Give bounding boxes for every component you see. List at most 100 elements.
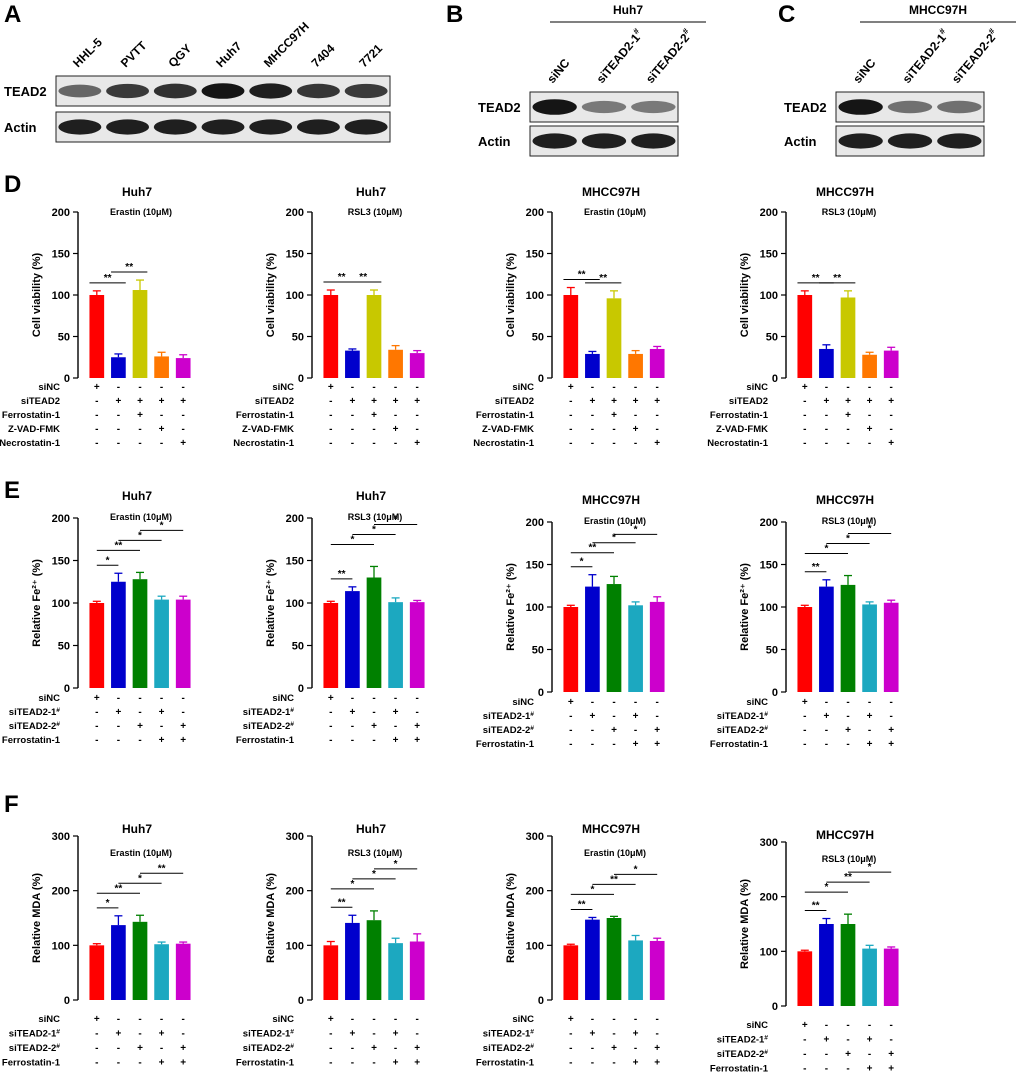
condition-sign: +: [654, 739, 660, 750]
condition-label: Ferrostatin-1: [476, 410, 535, 421]
condition-sign: -: [846, 1020, 849, 1031]
condition-sign: -: [351, 438, 354, 449]
condition-sign: -: [634, 697, 637, 708]
significance-label: *: [106, 898, 110, 909]
blot-band: [581, 133, 627, 149]
condition-sign: -: [117, 1014, 120, 1025]
bar: [840, 924, 856, 1006]
condition-sign: +: [94, 1014, 100, 1025]
bar: [862, 948, 877, 1006]
condition-sign: -: [868, 438, 871, 449]
blot-lane-label: 7404: [309, 41, 338, 70]
condition-label: siTEAD2-1#: [483, 1028, 535, 1040]
condition-sign: -: [890, 697, 893, 708]
condition-sign: -: [160, 693, 163, 704]
significance-label: **: [115, 883, 123, 894]
condition-label: siNC: [746, 382, 768, 393]
condition-sign: -: [803, 711, 806, 722]
condition-sign: -: [803, 424, 806, 435]
y-tick-label: 100: [526, 602, 544, 614]
bar: [132, 579, 148, 688]
condition-sign: +: [137, 410, 143, 421]
bar: [883, 350, 899, 378]
chart-subtitle: Erastin (10μM): [584, 848, 646, 858]
condition-sign: -: [394, 1043, 397, 1054]
y-tick-label: 100: [760, 290, 778, 302]
condition-sign: -: [95, 410, 98, 421]
condition-sign: -: [825, 382, 828, 393]
condition-sign: +: [611, 410, 617, 421]
condition-sign: +: [611, 1043, 617, 1054]
condition-sign: -: [416, 424, 419, 435]
significance-label: *: [138, 530, 142, 541]
y-tick-label: 0: [538, 995, 544, 1007]
condition-sign: -: [351, 735, 354, 746]
condition-sign: +: [845, 410, 851, 421]
condition-sign: -: [329, 735, 332, 746]
bar: [563, 295, 579, 378]
significance-label: *: [350, 534, 354, 545]
bar: [388, 943, 403, 1000]
y-tick-label: 150: [286, 249, 304, 261]
significance-label: **: [115, 540, 123, 551]
condition-sign: +: [867, 711, 873, 722]
condition-label: Ferrostatin-1: [236, 410, 295, 421]
condition-sign: -: [95, 438, 98, 449]
condition-sign: -: [416, 693, 419, 704]
condition-label: Necrostatin-1: [233, 438, 294, 449]
condition-sign: +: [115, 1029, 121, 1040]
blot-band: [532, 99, 577, 115]
condition-sign: -: [372, 707, 375, 718]
significance-label: *: [106, 555, 110, 566]
condition-sign: -: [569, 424, 572, 435]
condition-sign: -: [394, 693, 397, 704]
condition-label: siNC: [512, 697, 534, 708]
blot-lane-label: siTEAD2-2#: [641, 26, 695, 86]
bar: [132, 290, 148, 378]
condition-sign: -: [591, 1058, 594, 1069]
bar: [563, 607, 579, 692]
condition-sign: +: [802, 382, 808, 393]
condition-sign: -: [329, 410, 332, 421]
y-tick-label: 200: [760, 892, 778, 904]
panel-letter-c: C: [778, 1, 795, 28]
condition-sign: -: [117, 721, 120, 732]
condition-sign: -: [591, 410, 594, 421]
condition-sign: -: [569, 711, 572, 722]
condition-sign: -: [138, 1058, 141, 1069]
condition-sign: -: [825, 1049, 828, 1060]
condition-sign: +: [802, 1020, 808, 1031]
chart-subtitle: RSL3 (10μM): [822, 854, 877, 864]
y-tick-label: 0: [298, 373, 304, 385]
condition-sign: -: [329, 721, 332, 732]
condition-sign: -: [634, 410, 637, 421]
significance-label: **: [589, 543, 597, 554]
condition-sign: +: [823, 1035, 829, 1046]
condition-sign: -: [569, 1043, 572, 1054]
chart-f-4: MHCC97H RSL3 (10μM) 0 100 200 300 Relative MDA…: [710, 828, 899, 1075]
condition-sign: -: [329, 1058, 332, 1069]
condition-sign: -: [329, 424, 332, 435]
panel-letter-e: E: [4, 477, 20, 504]
condition-sign: -: [138, 382, 141, 393]
significance-label: *: [634, 524, 638, 535]
condition-sign: -: [825, 410, 828, 421]
bar: [585, 919, 600, 1000]
condition-sign: -: [372, 735, 375, 746]
y-tick-label: 50: [292, 641, 304, 653]
bar: [409, 602, 425, 688]
blot-lane-label: siNC: [850, 56, 879, 86]
y-tick-label: 100: [526, 290, 544, 302]
condition-sign: -: [160, 382, 163, 393]
bar: [345, 922, 360, 1000]
condition-sign: -: [117, 424, 120, 435]
blot-band: [631, 100, 676, 114]
condition-label: siNC: [512, 1014, 534, 1025]
significance-label: *: [846, 534, 850, 545]
condition-sign: -: [394, 438, 397, 449]
condition-label: siNC: [272, 382, 294, 393]
blot-band: [344, 83, 388, 99]
y-tick-label: 0: [64, 995, 70, 1007]
